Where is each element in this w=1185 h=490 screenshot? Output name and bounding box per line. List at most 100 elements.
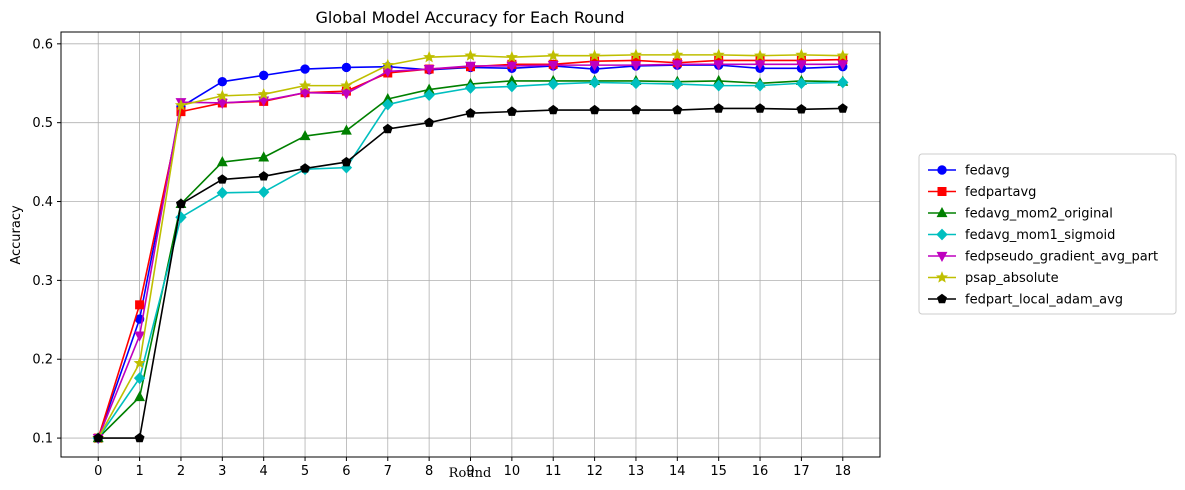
legend-item-psap-absolute: psap_absolute: [928, 271, 1059, 286]
data-point-fedpart-local-adam-avg: [755, 103, 766, 113]
y-tick-label: 0.5: [32, 116, 53, 131]
x-tick-label: 5: [301, 464, 309, 479]
data-point-fedpseudo-gradient-avg-part: [713, 60, 725, 71]
x-tick-label: 8: [425, 464, 433, 479]
data-point-psap-absolute: [795, 48, 808, 60]
data-point-fedpseudo-gradient-avg-part: [837, 60, 849, 71]
legend-item-fedpart-local-adam-avg: fedpart_local_adam_avg: [928, 293, 1123, 308]
y-tick-label: 0.3: [32, 274, 53, 289]
data-point-fedpseudo-gradient-avg-part: [754, 60, 766, 71]
data-point-fedavg-mom1-sigmoid: [795, 77, 808, 90]
data-point-fedpseudo-gradient-avg-part: [671, 60, 683, 71]
data-point-fedpart-local-adam-avg: [548, 104, 559, 115]
data-point-fedavg-mom1-sigmoid: [754, 79, 766, 92]
x-tick-label: 9: [466, 464, 474, 479]
legend-marker: [936, 228, 948, 241]
data-point-fedpart-local-adam-avg: [134, 432, 145, 443]
y-tick-label: 0.2: [32, 353, 53, 368]
data-point-fedavg: [341, 62, 352, 73]
legend-label: fedavg_mom2_original: [965, 207, 1113, 222]
legend-items: fedavg fedpartavg fedavg_mom2_originalfeda…: [928, 164, 1158, 308]
data-point-fedavg-mom1-sigmoid: [588, 76, 601, 89]
data-point-fedavg-mom2-original: [258, 151, 270, 162]
y-tick-label: 0.4: [32, 195, 53, 210]
data-point-fedavg-mom1-sigmoid: [547, 78, 559, 90]
series-psap-absolute: [92, 48, 849, 444]
data-point-fedavg: [217, 76, 228, 87]
grid-layer: [61, 32, 880, 457]
data-point-fedavg-mom1-sigmoid: [175, 211, 187, 224]
data-point-fedpart-local-adam-avg: [837, 103, 848, 113]
x-tick-label: 7: [384, 464, 392, 479]
data-point-psap-absolute: [836, 49, 849, 61]
data-point-fedavg-mom1-sigmoid: [382, 98, 394, 111]
legend-label: fedavg: [965, 164, 1010, 179]
data-point-fedavg: [300, 64, 310, 74]
y-tick-label: 0.1: [32, 432, 53, 447]
legend-marker: [937, 165, 947, 175]
legend-label: fedavg_mom1_sigmoid: [965, 228, 1115, 243]
y-axis-title: Accuracy: [9, 205, 24, 265]
x-tick-label: 10: [504, 464, 521, 479]
data-point-psap-absolute: [754, 49, 767, 61]
x-tick-label: 11: [545, 464, 562, 479]
data-point-fedavg-mom1-sigmoid: [506, 80, 518, 93]
data-point-fedpseudo-gradient-avg-part: [547, 61, 559, 72]
data-point-fedavg-mom2-original: [340, 124, 352, 135]
data-point-fedpseudo-gradient-avg-part: [589, 61, 601, 72]
data-point-fedpseudo-gradient-avg-part: [506, 61, 518, 72]
y-axis-ticks: 0.1 0.2 0.3 0.4 0.5 0.6: [32, 37, 61, 447]
legend-item-fedavg-mom1-sigmoid: fedavg_mom1_sigmoid: [928, 228, 1115, 243]
data-point-fedavg-mom1-sigmoid: [216, 186, 229, 199]
x-tick-label: 17: [793, 464, 810, 479]
legend: fedavg fedpartavg fedavg_mom2_originalfeda…: [918, 153, 1177, 315]
data-point-psap-absolute: [133, 356, 146, 369]
series-fedpart-local-adam-avg: [93, 103, 848, 443]
x-tick-label: 16: [752, 464, 769, 479]
legend-marker: [936, 251, 948, 263]
data-point-fedpart-local-adam-avg: [713, 103, 724, 113]
data-point-psap-absolute: [629, 48, 642, 60]
series-fedavg-mom1-sigmoid: [92, 76, 849, 444]
data-point-fedavg-mom2-original: [216, 156, 228, 167]
legend-label: psap_absolute: [965, 271, 1059, 286]
data-point-fedpart-local-adam-avg: [217, 174, 228, 184]
data-point-fedpseudo-gradient-avg-part: [795, 60, 807, 71]
data-point-fedpart-local-adam-avg: [465, 108, 476, 118]
data-point-fedpseudo-gradient-avg-part: [630, 61, 642, 72]
data-point-fedpart-local-adam-avg: [589, 104, 600, 115]
data-point-psap-absolute: [174, 98, 187, 111]
legend-item-fedavg: fedavg: [928, 164, 1010, 179]
data-point-fedavg-mom1-sigmoid: [423, 89, 435, 102]
legend-marker: [936, 206, 948, 218]
data-point-fedavg-mom1-sigmoid: [133, 372, 146, 385]
data-point-fedavg-mom2-original: [134, 391, 146, 402]
data-point-fedpart-local-adam-avg: [796, 104, 807, 114]
x-tick-label: 13: [628, 464, 645, 479]
data-point-fedpart-local-adam-avg: [341, 156, 352, 167]
data-point-fedpart-local-adam-avg: [672, 104, 683, 115]
data-point-fedpart-local-adam-avg: [300, 163, 311, 173]
data-point-fedpart-local-adam-avg: [258, 171, 269, 181]
chart-title: Global Model Accuracy for Each Round: [315, 8, 624, 27]
legend-marker: [937, 187, 947, 196]
data-point-psap-absolute: [257, 87, 270, 100]
legend-marker: [937, 293, 947, 304]
data-point-psap-absolute: [588, 49, 601, 61]
x-tick-label: 18: [834, 464, 851, 479]
data-point-fedavg-mom1-sigmoid: [671, 78, 684, 90]
x-tick-label: 6: [342, 464, 350, 479]
data-point-psap-absolute: [423, 50, 436, 63]
data-point-fedpseudo-gradient-avg-part: [423, 64, 435, 76]
x-axis-ticks: 0 1 2 3 4 5 6 7 8 9 10 11 12 13 14 15 16 17 18: [94, 457, 851, 479]
legend-label: fedpart_local_adam_avg: [965, 293, 1123, 308]
x-tick-label: 14: [669, 464, 686, 479]
data-point-fedpseudo-gradient-avg-part: [134, 331, 146, 342]
data-point-fedavg-mom1-sigmoid: [257, 186, 270, 198]
data-point-fedpart-local-adam-avg: [424, 117, 435, 127]
legend-frame: [918, 153, 1177, 315]
x-tick-label: 15: [710, 464, 727, 479]
x-tick-label: 4: [260, 464, 268, 479]
